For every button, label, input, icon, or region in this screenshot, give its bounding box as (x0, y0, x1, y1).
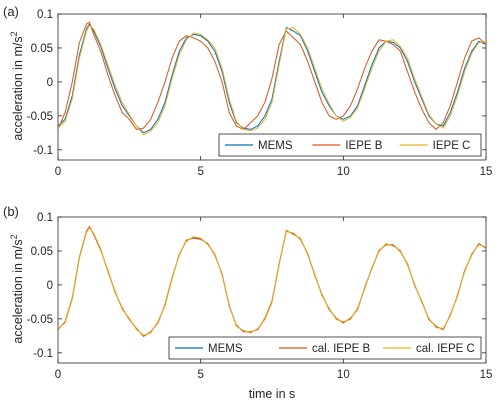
panel-a-plot-area: 0 5 10 15 -0.1 -0.05 0 0.05 0.1 MEMS IEPE B IEPE C (27, 9, 493, 178)
panel-a-legend-box (218, 133, 482, 157)
panel-a-ytick-label: 0.05 (31, 43, 53, 55)
panel-a-xtick-label: 0 (55, 166, 61, 178)
panel-b-ytick-label: -0.05 (27, 314, 53, 326)
panel-a-xtick-label: 15 (480, 166, 493, 178)
panel-a-legend: MEMS IEPE B IEPE C (218, 133, 482, 157)
panel-a-legend-label-2: IEPE B (345, 140, 382, 152)
panel-b-legend-label-2: cal. IEPE B (312, 343, 370, 355)
panel-b-legend-box (168, 336, 482, 360)
panel-b-legend-label-3: cal. IEPE C (416, 343, 475, 355)
panel-a-ytick-label: 0.1 (37, 9, 53, 21)
panel-b-xlabel: time in s (249, 387, 296, 401)
panel-a-legend-label-3: IEPE C (433, 140, 471, 152)
panel-a: (a) acceleration in m/s2 0 5 10 15 -0.1 -0.05… (3, 4, 492, 178)
panel-a-ytick-label: -0.05 (27, 111, 53, 123)
panel-b-ytick-label: 0 (47, 280, 53, 292)
panel-a-ytick-label: 0 (47, 77, 53, 89)
panel-b-xtick-label: 15 (480, 369, 493, 381)
panel-b-ytick-label: 0.1 (37, 212, 53, 224)
panel-b-series-lines (58, 226, 486, 337)
panel-b-xtick-label: 10 (337, 369, 350, 381)
panel-a-series-line-1 (58, 23, 486, 134)
panel-a-series-lines (58, 21, 486, 136)
panel-a-ytick-label: -0.1 (33, 145, 53, 157)
panel-b-label: (b) (3, 204, 19, 219)
panel-b: (b) acceleration in m/s2 time in s 0 5 10 1… (3, 204, 492, 401)
panel-a-ylabel: acceleration in m/s2 (9, 31, 25, 140)
panel-b-xtick-label: 5 (197, 369, 203, 381)
panel-a-xtick-label: 5 (197, 166, 203, 178)
panel-b-ytick-label: -0.1 (33, 348, 53, 360)
panel-a-legend-label-1: MEMS (258, 140, 293, 152)
panel-b-legend-label-1: MEMS (208, 343, 243, 355)
panel-a-series-line-3 (58, 25, 486, 136)
panel-b-legend: MEMS cal. IEPE B cal. IEPE C (168, 336, 482, 360)
panel-b-series-line-3 (58, 227, 486, 336)
panel-b-ylabel: acceleration in m/s2 (9, 234, 25, 343)
panel-b-ytick-label: 0.05 (31, 246, 53, 258)
panel-b-xtick-label: 0 (55, 369, 61, 381)
panel-a-series-line-2 (58, 21, 486, 130)
panel-a-label: (a) (3, 4, 19, 19)
panel-b-plot-area: 0 5 10 15 -0.1 -0.05 0 0.05 0.1 MEMS cal. IEPE B ca… (27, 212, 493, 381)
panel-a-xtick-label: 10 (337, 166, 350, 178)
